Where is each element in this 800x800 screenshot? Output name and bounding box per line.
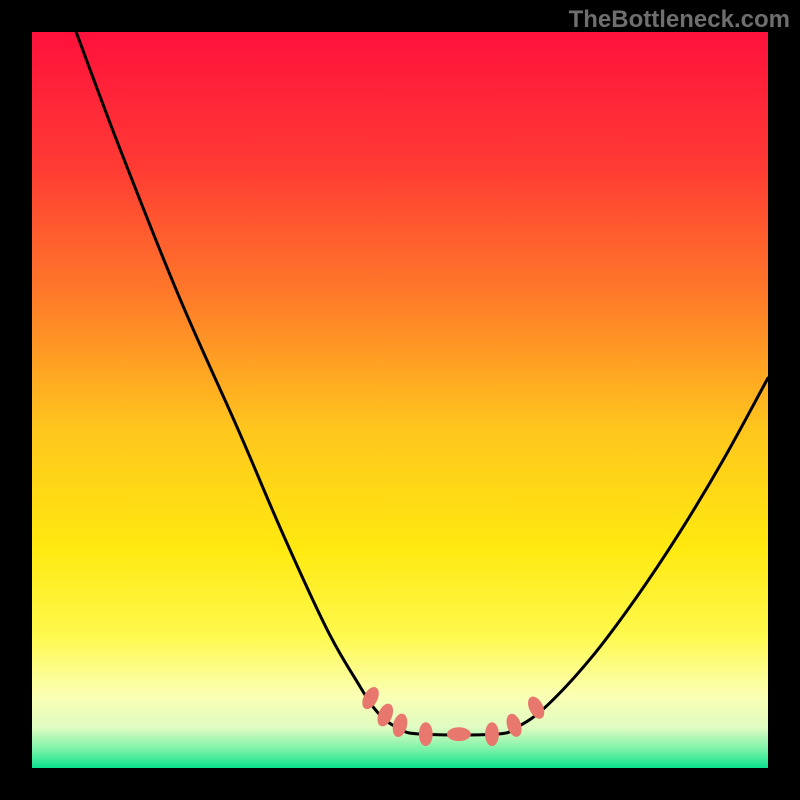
gradient-background <box>32 32 768 768</box>
plot-area <box>32 32 768 768</box>
stage: TheBottleneck.com <box>0 0 800 800</box>
watermark-text: TheBottleneck.com <box>569 6 790 34</box>
